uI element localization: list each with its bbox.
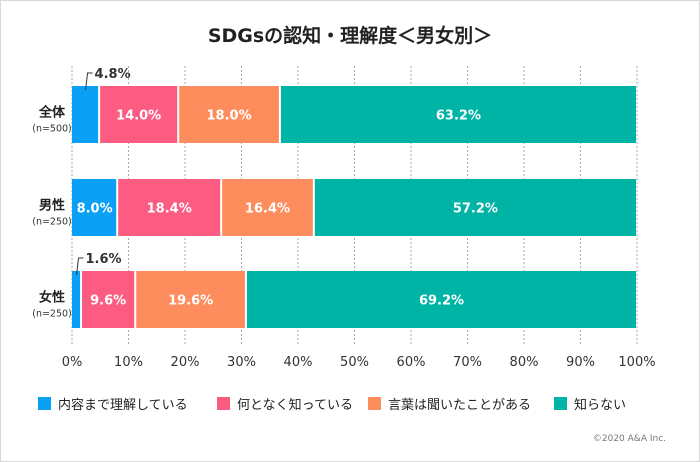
- data-label: 18.0%: [207, 109, 252, 124]
- x-tick-label: 70%: [453, 355, 482, 370]
- bar-segment: [72, 271, 81, 328]
- data-label: 16.4%: [245, 202, 290, 217]
- x-tick-label: 60%: [397, 355, 426, 370]
- bar-segment: [118, 179, 221, 236]
- bar-segment: [72, 86, 99, 143]
- legend-swatch: [554, 397, 567, 410]
- bar-segment: [280, 86, 636, 143]
- x-tick-label: 90%: [566, 355, 595, 370]
- bar-segment: [179, 86, 279, 143]
- x-tick-label: 80%: [510, 355, 539, 370]
- data-label: 9.6%: [90, 294, 126, 309]
- data-label: 8.0%: [77, 202, 113, 217]
- x-tick-label: 10%: [114, 355, 143, 370]
- bar-segment: [136, 271, 246, 328]
- legend-label: 知らない: [574, 397, 626, 413]
- data-label: 69.2%: [419, 294, 464, 309]
- data-label: 19.6%: [168, 294, 213, 309]
- leader-line: [76, 257, 84, 276]
- data-label: 14.0%: [116, 109, 161, 124]
- x-tick-label: 100%: [618, 355, 655, 370]
- category-sample-size: (n=250): [32, 309, 72, 320]
- category-label: 女性: [39, 290, 65, 306]
- category-label: 男性: [39, 198, 65, 214]
- legend-swatch: [217, 397, 230, 410]
- bar-segment: [222, 179, 313, 236]
- data-label: 63.2%: [436, 109, 481, 124]
- x-tick-label: 40%: [284, 355, 313, 370]
- x-tick-label: 50%: [340, 355, 369, 370]
- category-sample-size: (n=250): [32, 217, 72, 228]
- legend-swatch: [38, 397, 51, 410]
- legend-label: 内容まで理解している: [58, 397, 188, 413]
- bar-segment: [72, 179, 117, 236]
- legend-label: 言葉は聞いたことがある: [388, 398, 531, 413]
- x-tick-label: 30%: [227, 355, 256, 370]
- x-tick-label: 20%: [171, 355, 200, 370]
- legend-label: 何となく知っている: [237, 397, 353, 413]
- data-label: 57.2%: [453, 202, 498, 217]
- category-label: 全体: [38, 105, 66, 121]
- category-sample-size: (n=500): [32, 124, 72, 135]
- bar-segment: [82, 271, 135, 328]
- bar-segment: [314, 179, 636, 236]
- data-label: 18.4%: [147, 202, 192, 217]
- bar-segment: [247, 271, 636, 328]
- chart-title: SDGsの認知・理解度＜男女別＞: [208, 24, 492, 47]
- leader-line: [85, 72, 93, 91]
- data-label: 4.8%: [95, 67, 131, 82]
- bar-segment: [100, 86, 178, 143]
- x-tick-label: 0%: [62, 355, 83, 370]
- data-label: 1.6%: [86, 252, 122, 267]
- legend-swatch: [368, 397, 381, 410]
- copyright-text: ©2020 A&A Inc.: [593, 434, 666, 444]
